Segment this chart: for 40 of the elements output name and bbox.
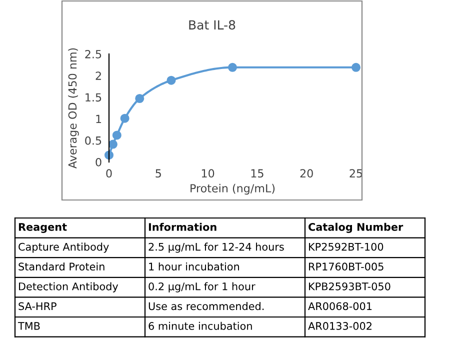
text: Standard Protein (18, 262, 104, 271)
text: Catalog Number (308, 222, 404, 233)
x-tick-label: 15 (251, 169, 264, 178)
x-axis-title: Protein (ng/mL) (190, 184, 275, 195)
point (351, 62, 361, 72)
text: TMB (18, 322, 40, 330)
point (112, 130, 122, 140)
text: AR0068-001 (308, 302, 372, 310)
y-tick-label: 0.5 (85, 136, 102, 145)
x-tick-label: 20 (300, 169, 313, 178)
text: 2.5 µg/mL for 12-24 hours (148, 242, 284, 253)
y-tick-label: 0 (96, 158, 102, 166)
y-axis-title: Average OD (450 nm) (68, 48, 79, 169)
y-tick-label: 1 (96, 114, 102, 124)
text: 1 hour incubation (149, 262, 239, 271)
text: 6 minute incubation (148, 322, 252, 330)
text: RP1760BT-005 (309, 262, 384, 271)
point (108, 140, 118, 149)
x-tick-label: 10 (202, 169, 214, 178)
x-tick-label: 5 (156, 169, 161, 178)
text: 0.2 µg/mL for 1 hour (148, 282, 256, 292)
text: KPB2593BT-050 (309, 282, 390, 290)
text: Detection Antibody (19, 282, 118, 292)
text: Capture Antibody (18, 242, 109, 253)
text: KP2592BT-100 (309, 242, 384, 251)
text: Reagent (18, 223, 67, 233)
text: AR0133-002 (308, 322, 372, 330)
text: Use as recommended. (148, 302, 264, 310)
point (166, 76, 176, 85)
text: Information (148, 222, 216, 231)
point (228, 62, 238, 72)
point (120, 114, 130, 123)
x-tick-label: 25 (350, 169, 362, 178)
y-tick-label: 2.5 (85, 50, 102, 58)
y-tick-label: 2 (96, 72, 101, 80)
point (135, 94, 144, 104)
chart-title: Bat IL-8 (189, 20, 236, 30)
x-tick-label: 0 (106, 169, 112, 178)
text: SA-HRP (18, 302, 56, 310)
y-tick-label: 1.5 (86, 93, 102, 102)
